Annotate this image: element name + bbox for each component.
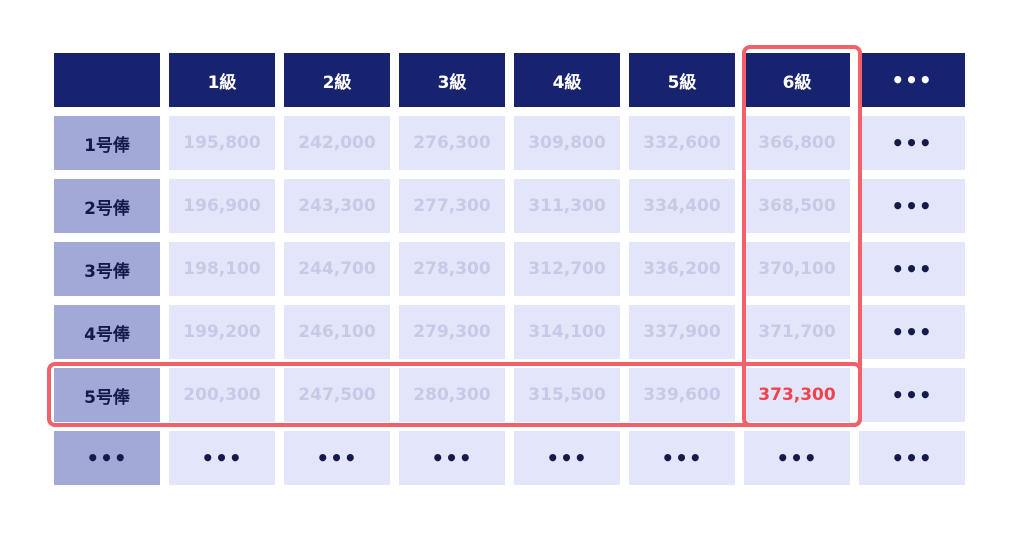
salary-table: 1級 2級 3級 4級 5級 6級 ••• 1号俸 195,800 242,00…: [54, 53, 965, 485]
table-cell: 277,300: [399, 179, 505, 233]
table-cell: 246,100: [284, 305, 390, 359]
table-cell: 195,800: [169, 116, 275, 170]
column-header-highlighted: 6級: [744, 53, 850, 107]
table-cell: 371,700: [744, 305, 850, 359]
table-cell: 311,300: [514, 179, 620, 233]
table-cell: 315,500: [514, 368, 620, 422]
column-header: 1級: [169, 53, 275, 107]
table-cell: 196,900: [169, 179, 275, 233]
table-cell-more: •••: [629, 431, 735, 485]
column-header: 2級: [284, 53, 390, 107]
table-cell-more: •••: [859, 368, 965, 422]
table-cell: 276,300: [399, 116, 505, 170]
table-cell: 242,000: [284, 116, 390, 170]
table-cell: 366,800: [744, 116, 850, 170]
table-cell: 278,300: [399, 242, 505, 296]
table-cell: 247,500: [284, 368, 390, 422]
column-header: 5級: [629, 53, 735, 107]
column-header-more: •••: [859, 53, 965, 107]
row-header: 2号俸: [54, 179, 160, 233]
table-cell-more: •••: [859, 116, 965, 170]
table-cell-more: •••: [859, 305, 965, 359]
highlighted-value-cell: 373,300: [744, 368, 850, 422]
table-cell-more: •••: [859, 242, 965, 296]
row-header: 4号俸: [54, 305, 160, 359]
table-cell: 198,100: [169, 242, 275, 296]
row-header-highlighted: 5号俸: [54, 368, 160, 422]
table-cell: 336,200: [629, 242, 735, 296]
table-cell: 339,600: [629, 368, 735, 422]
table-cell: 279,300: [399, 305, 505, 359]
table-cell: 280,300: [399, 368, 505, 422]
table-cell: 332,600: [629, 116, 735, 170]
table-cell: 244,700: [284, 242, 390, 296]
column-header: 4級: [514, 53, 620, 107]
table-cell-more: •••: [744, 431, 850, 485]
table-cell: 337,900: [629, 305, 735, 359]
table-cell: 199,200: [169, 305, 275, 359]
table-cell: 309,800: [514, 116, 620, 170]
table-cell-more: •••: [284, 431, 390, 485]
table-cell: 200,300: [169, 368, 275, 422]
table-cell-more: •••: [859, 431, 965, 485]
table-cell: 334,400: [629, 179, 735, 233]
column-header: 3級: [399, 53, 505, 107]
table-cell-more: •••: [169, 431, 275, 485]
table-cell-more: •••: [514, 431, 620, 485]
row-header: 3号俸: [54, 242, 160, 296]
table-cell: 243,300: [284, 179, 390, 233]
row-header-more: •••: [54, 431, 160, 485]
table-cell: 312,700: [514, 242, 620, 296]
table-cell-more: •••: [399, 431, 505, 485]
table-cell: 370,100: [744, 242, 850, 296]
table-cell-more: •••: [859, 179, 965, 233]
table-cell: 368,500: [744, 179, 850, 233]
table-cell: 314,100: [514, 305, 620, 359]
row-header: 1号俸: [54, 116, 160, 170]
corner-cell: [54, 53, 160, 107]
